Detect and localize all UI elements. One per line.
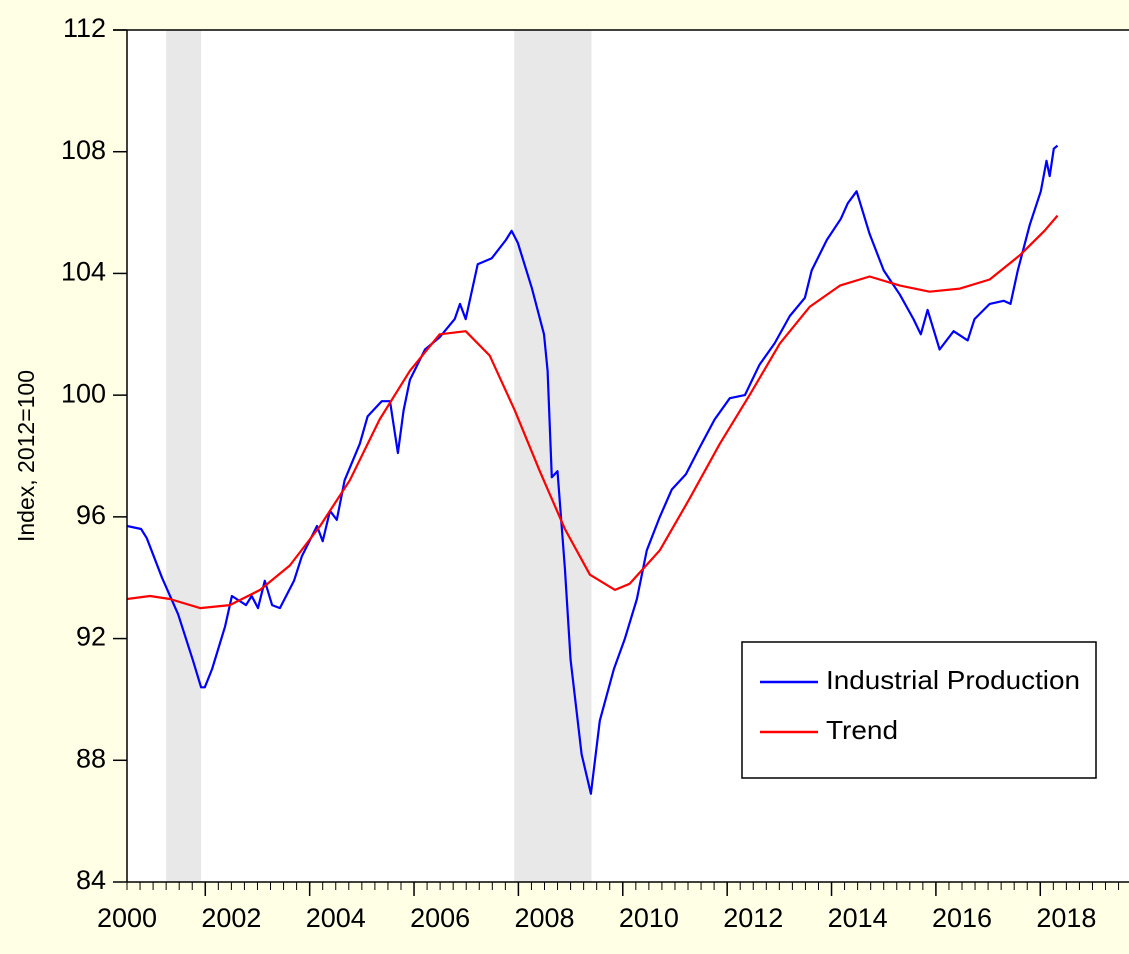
recession-band — [514, 30, 592, 882]
x-tick-label: 2016 — [932, 903, 992, 933]
legend: Industrial Production Trend — [741, 641, 1097, 779]
y-tick-label: 104 — [61, 257, 106, 287]
x-tick-label: 2014 — [828, 903, 888, 933]
y-axis-label: Index, 2012=100 — [13, 370, 39, 542]
y-tick-label: 96 — [76, 500, 106, 530]
y-tick-label: 88 — [76, 743, 106, 773]
legend-box — [741, 641, 1097, 779]
legend-label: Industrial Production — [826, 665, 1080, 695]
x-tick-label: 2008 — [514, 903, 574, 933]
lines-layer — [126, 144, 1059, 795]
y-tick-label: 112 — [63, 13, 106, 43]
x-tick-label: 2010 — [619, 903, 679, 933]
y-tick-label: 84 — [76, 865, 106, 895]
axes-layer: 84 88 92 96 100 104 108 112 2000 2002 2004 2006 2008… — [61, 13, 1120, 933]
y-tick-label: 92 — [76, 622, 106, 652]
shading-layer — [166, 30, 592, 882]
x-tick-label: 2004 — [306, 903, 366, 933]
x-tick-label: 2012 — [723, 903, 783, 933]
x-tick-label: 2006 — [410, 903, 470, 933]
x-tick-label: 2018 — [1036, 903, 1096, 933]
series-line — [126, 214, 1059, 610]
y-tick-label: 108 — [61, 135, 106, 165]
x-tick-label: 2000 — [97, 903, 157, 933]
y-tick-label: 100 — [61, 378, 106, 408]
legend-label: Trend — [826, 715, 898, 745]
series-line — [126, 144, 1059, 795]
recession-band — [166, 30, 202, 882]
x-tick-label: 2002 — [201, 903, 261, 933]
